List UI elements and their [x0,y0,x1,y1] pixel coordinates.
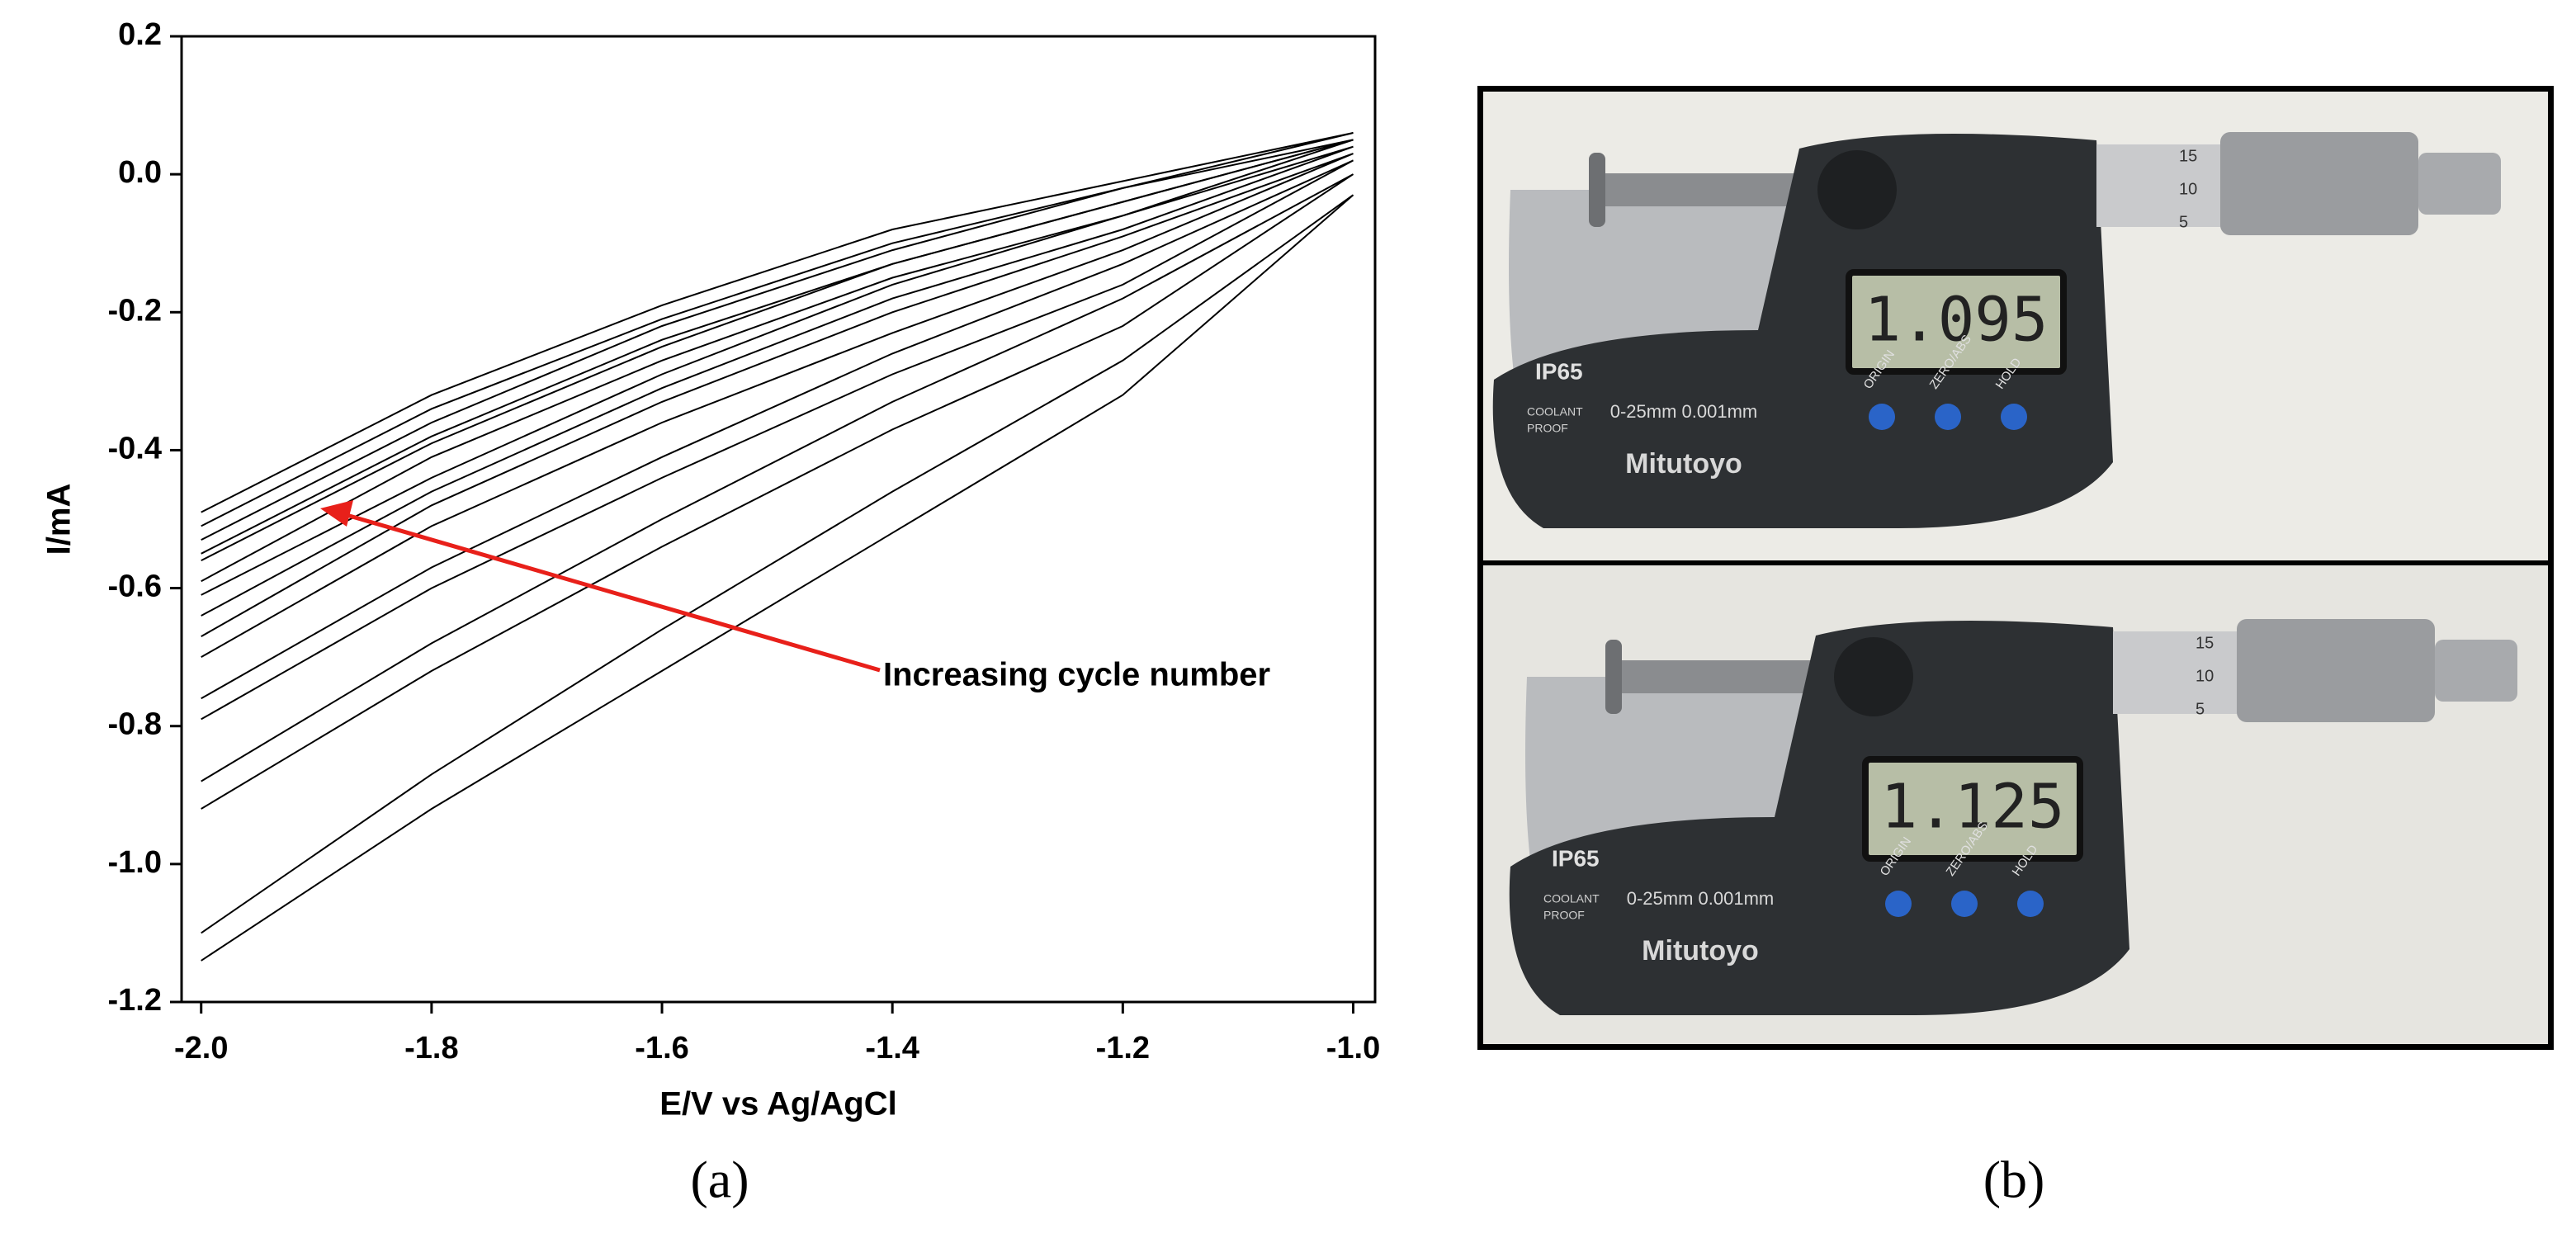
body [1492,134,2113,528]
x-tick-label: -1.6 [635,1031,688,1066]
button [2001,404,2027,430]
micrometer: 1.125 Mitutoyo 0-25mm 0.001mm IP65 COOLANT PR… [1509,619,2517,1015]
micrometer: 1.095 Mitutoyo 0-25mm 0.001mm IP65 COOLANT PR… [1492,132,2501,528]
panel-label: (b) [1983,1151,2045,1209]
rating: IP65 [1552,845,1600,871]
rating: IP65 [1535,358,1583,384]
scale-label: 15 [2196,634,2214,652]
panel-label: (a) [690,1151,749,1209]
button [1885,891,1912,917]
x-tick-label: -2.0 [174,1031,228,1066]
proof: PROOF [1527,422,1568,435]
lock [1834,637,1913,716]
range: 0-25mm 0.001mm [1610,401,1758,422]
x-tick-label: -1.4 [865,1031,919,1066]
y-tick-label: -1.2 [108,983,162,1018]
cycle-curve [201,145,1354,617]
ratchet [2435,640,2517,702]
button [2017,891,2044,917]
x-tick-label: -1.8 [404,1031,458,1066]
y-tick-label: 0.2 [118,17,162,52]
range: 0-25mm 0.001mm [1627,888,1775,909]
y-tick-label: -0.2 [108,293,162,328]
ratchet [2418,153,2501,215]
scale-label: 15 [2179,147,2197,165]
y-tick-label: 0.0 [118,155,162,190]
proof: PROOF [1543,909,1585,922]
lcd-reading: 1.125 [1881,772,2065,843]
cycle-curve [201,132,1354,527]
coolant: COOLANT [1543,892,1600,905]
x-tick-label: -1.0 [1326,1031,1380,1066]
spindle [1593,173,1808,206]
lock [1817,150,1897,229]
lcd [1846,269,2067,375]
cycle-curve [201,159,1354,721]
cycle-curve [201,153,1354,658]
y-tick-label: -0.4 [108,431,162,466]
cycle-curve [201,173,1354,810]
annotation-arrow [346,513,881,673]
anvil [1605,640,1622,714]
thimble [2220,132,2418,235]
lcd [1862,756,2083,862]
y-tick-label: -0.8 [108,707,162,742]
anvil [1589,153,1605,227]
annotation: Increasing cycle number [883,657,1270,693]
y-axis-title: I/mA [41,484,78,555]
button [1935,404,1961,430]
y-tick-label: -1.0 [108,845,162,880]
thimble [2237,619,2435,722]
button [1951,891,1978,917]
scale-label: 5 [2179,213,2188,231]
lcd-reading: 1.095 [1865,285,2049,356]
plot: -1.2 -1.0 -0.8 -0.6 -0.4 -0.2 0.0 0.2 -2.0 -1.8 -1… [108,17,1381,1066]
brand: Mitutoyo [1625,448,1742,480]
brand: Mitutoyo [1642,935,1759,967]
plot-frame [180,35,1377,1004]
coolant: COOLANT [1527,405,1583,418]
photo: 1.095 Mitutoyo 0-25mm 0.001mm IP65 COOLANT PR… [1477,86,2554,1050]
cycle-curve [201,194,1354,962]
spindle [1609,660,1824,693]
button [1869,404,1895,430]
scale-label: 10 [2179,180,2197,198]
scale-label: 5 [2196,700,2205,718]
cycle-curve [201,139,1354,555]
y-tick-label: -0.6 [108,570,162,604]
body [1509,621,2129,1015]
scale-label: 10 [2196,667,2214,685]
x-axis-title: E/V vs Ag/AgCl [659,1086,896,1122]
x-tick-label: -1.2 [1096,1031,1150,1066]
annotation-arrowhead [320,500,353,527]
